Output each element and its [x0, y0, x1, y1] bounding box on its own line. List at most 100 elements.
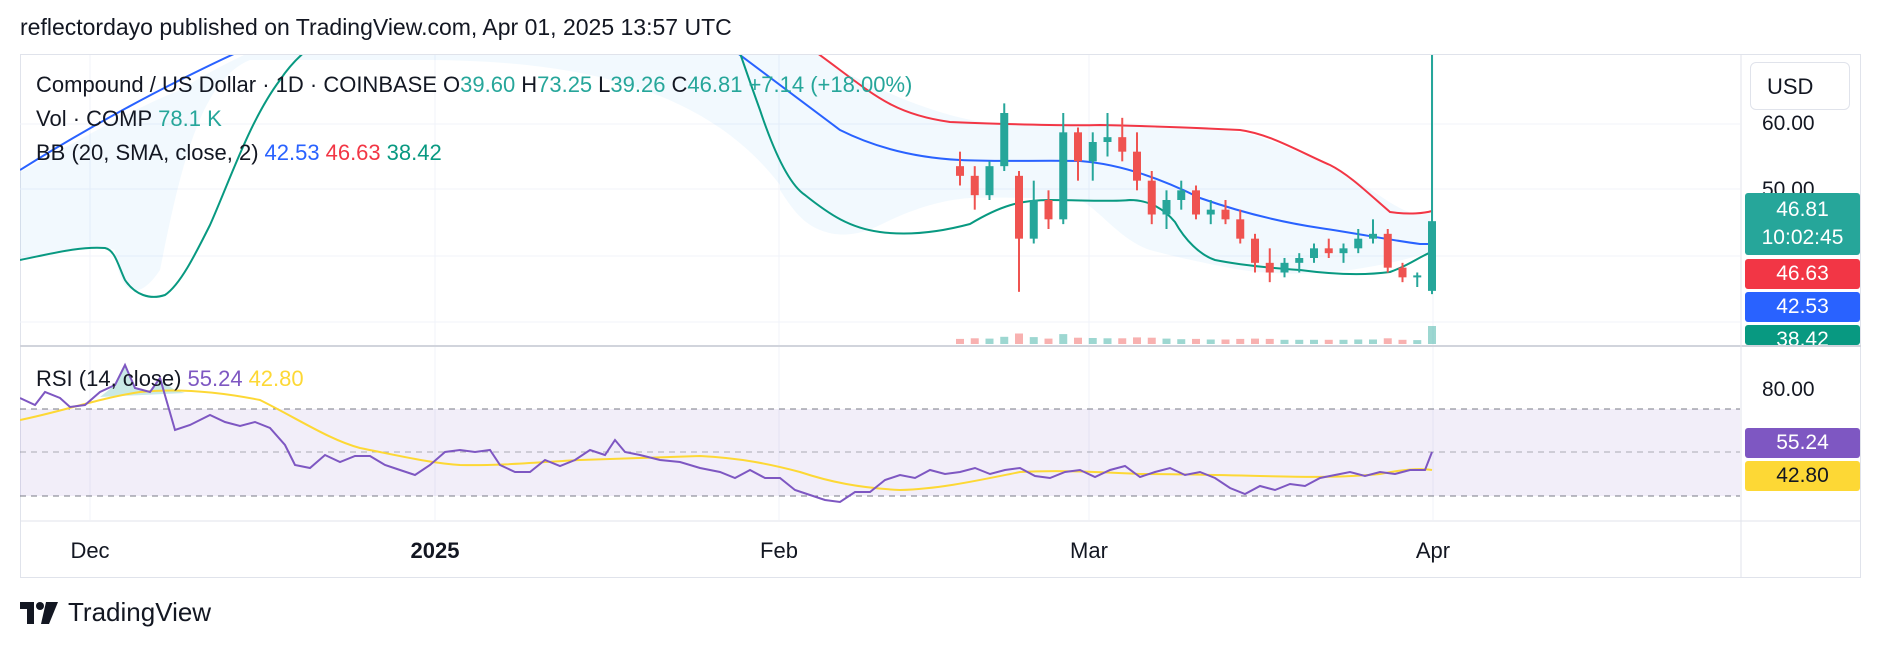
volume-bar [1354, 339, 1363, 344]
candle-body [1251, 238, 1259, 263]
bb-basis-tag: 42.53 [1745, 292, 1860, 322]
rsi-ma-line [20, 389, 1433, 492]
low-label: L [598, 72, 611, 97]
time-label-feb: Feb [760, 538, 798, 563]
time-label-apr: Apr [1415, 538, 1451, 563]
candle-body [1103, 137, 1112, 142]
rsi-value-tag: 55.24 [1745, 428, 1860, 458]
candle-body [1369, 233, 1377, 239]
change-value: +7.14 (+18.00%) [748, 72, 913, 97]
candle-body [1280, 262, 1289, 273]
volume-bar [1088, 338, 1097, 344]
rsi-ma-tag: 42.80 [1745, 461, 1860, 491]
candle-body [1236, 219, 1245, 239]
high-label: H [521, 72, 538, 97]
candle-body [1310, 248, 1318, 258]
candle-body [1177, 190, 1186, 200]
volume-bar [1280, 339, 1289, 344]
candle-body [1118, 137, 1127, 152]
candle-body [1192, 190, 1200, 215]
candle-body [1413, 275, 1422, 278]
volume-bar [970, 338, 979, 344]
volume-bar [1265, 338, 1274, 344]
publisher-header: reflectordayo published on TradingView.c… [20, 14, 732, 40]
rsi-tick-80: 80.00 [1762, 378, 1815, 401]
symbol-name[interactable]: Compound / US Dollar · 1D · COINBASE [36, 72, 438, 97]
candle-body [1015, 175, 1023, 239]
bb-basis-value: 42.53 [264, 140, 320, 165]
volume-bar [1295, 339, 1304, 344]
tradingview-brand[interactable]: TradingView [68, 597, 212, 627]
candle-body [1133, 151, 1141, 181]
volume-bar [1000, 336, 1009, 344]
candle-body [1265, 262, 1274, 273]
volume-bar [1428, 326, 1436, 344]
volume-bar [1103, 338, 1112, 344]
volume-bar [1192, 338, 1200, 344]
bb-upper-tag: 46.63 [1745, 259, 1860, 289]
volume-bar [985, 338, 994, 344]
volume-bar [1221, 339, 1230, 344]
candle-body [1206, 209, 1215, 215]
candle-body [1147, 180, 1156, 215]
high-value: 73.25 [537, 72, 593, 97]
rsi-legend[interactable]: RSI (14, close) 55.24 42.80 [36, 366, 310, 392]
bb-lower-value: 38.42 [386, 140, 442, 165]
candle-body [970, 175, 979, 196]
volume-bar [1339, 339, 1348, 344]
bb-upper-band [818, 55, 1433, 215]
bb-label[interactable]: BB (20, SMA, close, 2) [36, 140, 259, 165]
candle-body [1162, 200, 1171, 215]
volume-bar [1133, 337, 1141, 344]
time-label-dec: Dec [70, 538, 110, 563]
volume-bar [1236, 338, 1245, 344]
footer[interactable]: TradingView [20, 597, 211, 628]
candle-body [1339, 248, 1348, 254]
bar-countdown: 10:02:45 [1761, 226, 1844, 249]
close-value: 46.81 [687, 72, 743, 97]
volume-bar [1383, 338, 1392, 344]
candle-body [985, 166, 994, 196]
open-value: 39.60 [460, 72, 516, 97]
currency-button[interactable]: USD [1750, 62, 1850, 110]
volume-bar [1369, 339, 1377, 344]
volume-legend[interactable]: Vol · COMP 78.1 K [36, 106, 228, 132]
candles [956, 55, 1436, 295]
open-label: O [443, 72, 461, 97]
volume-label[interactable]: Vol · COMP [36, 106, 153, 131]
tradingview-logo-icon[interactable] [20, 601, 58, 624]
candle-body [1398, 267, 1407, 278]
volume-bar [956, 338, 964, 344]
last-price-tag: 46.81 10:02:45 [1745, 193, 1860, 255]
candle-body [1000, 113, 1009, 167]
low-value: 39.26 [610, 72, 666, 97]
rsi-value: 55.24 [187, 366, 243, 391]
volume-bar [1059, 334, 1068, 344]
volume-bar [1029, 337, 1038, 344]
volume-bar [1162, 338, 1171, 344]
rsi-line [20, 362, 1433, 504]
price-tick-60: 60.00 [1762, 112, 1815, 135]
bb-upper-value: 46.63 [325, 140, 381, 165]
last-price: 46.81 [1776, 198, 1829, 221]
bb-lower-tag: 38.42 [1745, 325, 1860, 345]
candle-body [1074, 132, 1082, 162]
volume-bar [1413, 340, 1422, 344]
volume-bar [1074, 337, 1082, 344]
candle-body [1354, 238, 1363, 249]
candle-body [1029, 200, 1038, 239]
volume-bar [1147, 337, 1156, 344]
rsi-label[interactable]: RSI (14, close) [36, 366, 182, 391]
candle-body [1044, 200, 1053, 220]
time-label-mar: Mar [1070, 538, 1108, 563]
volume-bar [1324, 339, 1333, 344]
time-label-2025: 2025 [410, 538, 460, 563]
candle-body [1324, 248, 1333, 254]
volume-bars [956, 326, 1436, 344]
volume-bar [1251, 338, 1259, 344]
symbol-legend[interactable]: Compound / US Dollar · 1D · COINBASE O39.… [36, 72, 918, 98]
bb-legend[interactable]: BB (20, SMA, close, 2) 42.53 46.63 38.42 [36, 140, 448, 166]
candle-body [1221, 209, 1230, 220]
volume-bar [1118, 338, 1127, 344]
